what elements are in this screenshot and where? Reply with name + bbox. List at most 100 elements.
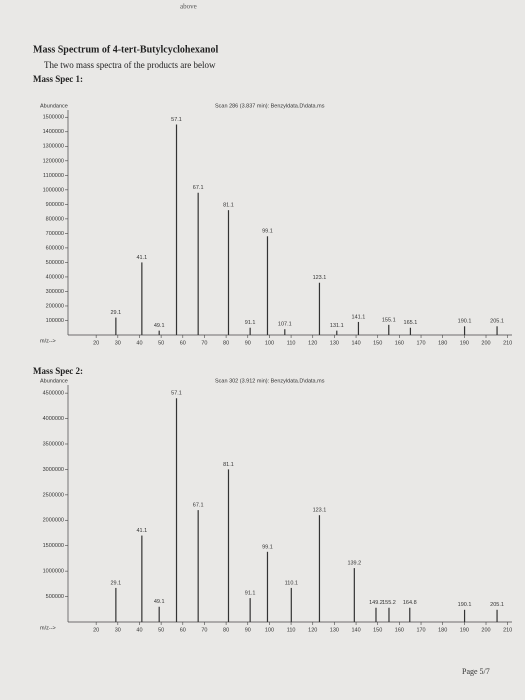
x-tick-label: 50 <box>158 627 164 633</box>
peak-label: 41.1 <box>136 528 147 534</box>
peak-label: 67.1 <box>193 185 204 191</box>
x-tick-label: 200 <box>481 627 490 633</box>
x-tick-label: 180 <box>438 627 447 633</box>
peak-label: 141.1 <box>352 314 366 320</box>
peak-label: 155.1 <box>382 317 396 323</box>
x-tick-label: 40 <box>136 340 142 346</box>
x-tick-label: 130 <box>330 340 339 346</box>
x-axis-label: m/z--> <box>40 625 56 631</box>
y-tick-label: 500000 <box>46 594 64 600</box>
peak-label: 123.1 <box>313 275 327 281</box>
x-tick-label: 50 <box>158 340 164 346</box>
y-tick-label: 2000000 <box>43 518 64 524</box>
x-axis-label: m/z--> <box>40 338 56 344</box>
peak-label: 91.1 <box>245 591 256 597</box>
x-tick-label: 150 <box>373 340 382 346</box>
peak-label: 81.1 <box>223 203 234 209</box>
x-tick-label: 30 <box>115 340 121 346</box>
peak-label: 49.1 <box>154 599 165 605</box>
y-tick-label: 3000000 <box>43 467 64 473</box>
x-tick-label: 20 <box>93 627 99 633</box>
x-tick-label: 160 <box>395 627 404 633</box>
x-tick-label: 150 <box>373 627 382 633</box>
x-tick-label: 90 <box>245 627 251 633</box>
x-tick-label: 80 <box>223 627 229 633</box>
y-tick-label: 4000000 <box>43 416 64 422</box>
y-tick-label: 200000 <box>46 303 64 309</box>
x-tick-label: 190 <box>460 340 469 346</box>
peak-label: 29.1 <box>111 580 122 586</box>
chart-title: Scan 286 (3.837 min): Benzyldata.D\data.… <box>215 103 325 109</box>
y-tick-label: 800000 <box>46 216 64 222</box>
peak-label: 164.8 <box>403 600 417 606</box>
peak-label: 139.2 <box>347 561 361 567</box>
peak-label: 155.2 <box>382 600 396 606</box>
peak-label: 57.1 <box>171 117 182 123</box>
x-tick-label: 140 <box>351 627 360 633</box>
y-tick-label: 4500000 <box>43 391 64 397</box>
x-tick-label: 210 <box>503 340 512 346</box>
doc-title: Mass Spectrum of 4-tert-Butylcyclohexano… <box>33 44 218 55</box>
y-tick-label: 400000 <box>46 274 64 280</box>
x-tick-label: 70 <box>201 627 207 633</box>
chart-heading: Mass Spec 1: <box>33 74 83 84</box>
x-tick-label: 100 <box>265 627 274 633</box>
peak-label: 190.1 <box>458 319 472 325</box>
y-tick-label: 1000000 <box>43 569 64 575</box>
peak-label: 81.1 <box>223 462 234 468</box>
peak-label: 205.1 <box>490 602 504 608</box>
peak-label: 99.1 <box>262 229 273 235</box>
peak-label: 123.1 <box>313 508 327 514</box>
peak-label: 205.1 <box>490 319 504 325</box>
x-tick-label: 200 <box>481 340 490 346</box>
x-tick-label: 80 <box>223 340 229 346</box>
peak-label: 190.1 <box>458 602 472 608</box>
peak-label: 67.1 <box>193 503 204 509</box>
peak-label: 29.1 <box>111 310 122 316</box>
peak-label: 91.1 <box>245 320 256 326</box>
x-tick-label: 130 <box>330 627 339 633</box>
peak-label: 57.1 <box>171 391 182 397</box>
peak-label: 41.1 <box>136 255 147 261</box>
peak-label: 165.1 <box>404 320 418 326</box>
y-axis-label: Abundance <box>40 103 68 109</box>
x-tick-label: 120 <box>308 340 317 346</box>
y-tick-label: 700000 <box>46 231 64 237</box>
y-axis-label: Abundance <box>40 378 68 384</box>
x-tick-label: 70 <box>201 340 207 346</box>
x-tick-label: 140 <box>351 340 360 346</box>
x-tick-label: 180 <box>438 340 447 346</box>
x-tick-label: 110 <box>287 627 296 633</box>
top-note: above <box>180 3 197 11</box>
y-tick-label: 1200000 <box>43 158 64 164</box>
peak-label: 107.1 <box>278 322 292 328</box>
x-tick-label: 40 <box>136 627 142 633</box>
peak-label: 149.2 <box>369 600 383 606</box>
x-tick-label: 110 <box>287 340 296 346</box>
y-tick-label: 2500000 <box>43 492 64 498</box>
x-tick-label: 120 <box>308 627 317 633</box>
peak-label: 131.1 <box>330 323 344 329</box>
x-tick-label: 60 <box>180 340 186 346</box>
y-tick-label: 1300000 <box>43 144 64 150</box>
peak-label: 49.1 <box>154 323 165 329</box>
y-tick-label: 1500000 <box>43 115 64 121</box>
y-tick-label: 100000 <box>46 318 64 324</box>
y-tick-label: 1000000 <box>43 187 64 193</box>
chart-heading: Mass Spec 2: <box>33 366 83 376</box>
peak-label: 99.1 <box>262 544 273 550</box>
x-tick-label: 210 <box>503 627 512 633</box>
chart-title: Scan 302 (3.912 min): Benzyldata.D\data.… <box>215 378 325 384</box>
doc-subtitle: The two mass spectra of the products are… <box>44 60 216 70</box>
page-number: Page 5/7 <box>462 667 490 676</box>
x-tick-label: 90 <box>245 340 251 346</box>
y-tick-label: 300000 <box>46 289 64 295</box>
x-tick-label: 190 <box>460 627 469 633</box>
y-tick-label: 1500000 <box>43 543 64 549</box>
y-tick-label: 1100000 <box>43 173 64 179</box>
x-tick-label: 20 <box>93 340 99 346</box>
x-tick-label: 170 <box>416 627 425 633</box>
x-tick-label: 30 <box>115 627 121 633</box>
y-tick-label: 3500000 <box>43 441 64 447</box>
